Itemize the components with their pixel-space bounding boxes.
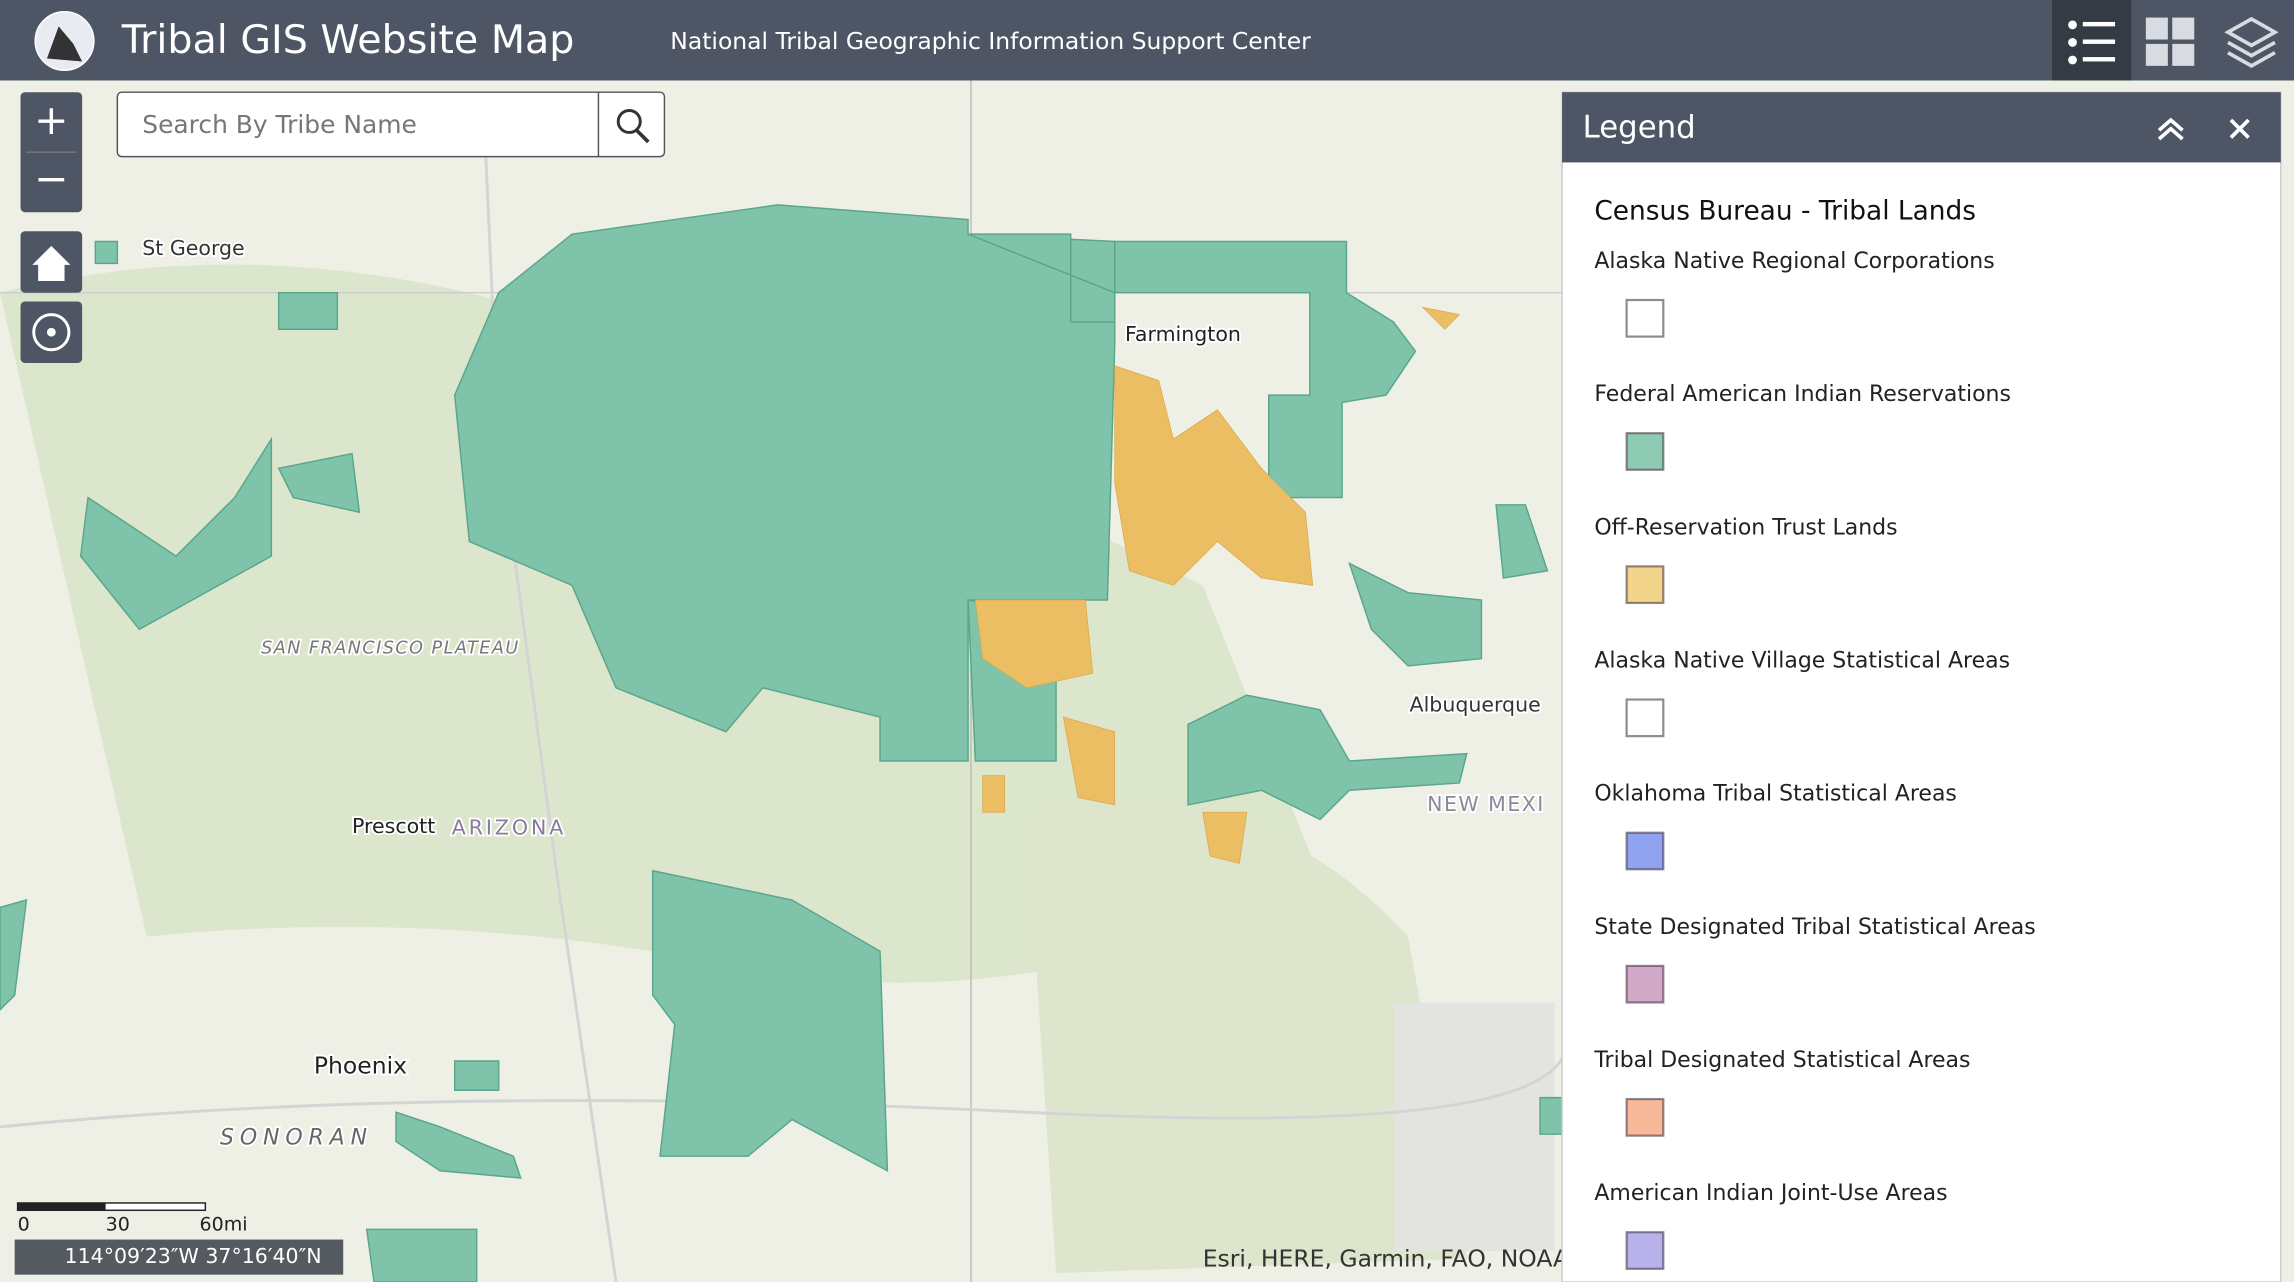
map-label: Farmington	[1125, 322, 1241, 346]
legend-swatch	[1625, 565, 1665, 605]
basemap-button[interactable]	[2145, 17, 2195, 66]
legend-title: Legend	[1583, 109, 1696, 145]
map-label: St George	[142, 236, 244, 260]
legend-button[interactable]	[2051, 0, 2132, 81]
legend-swatch	[1625, 298, 1665, 338]
scale-bar: 0 30 60mi	[16, 1202, 248, 1235]
collapse-button[interactable]	[2157, 117, 2184, 141]
coordinates-text: 114°09′23″W 37°16′40″N	[65, 1244, 322, 1268]
zoom-out[interactable]: −	[34, 155, 68, 203]
close-button[interactable]	[2229, 118, 2250, 139]
legend-swatch	[1625, 831, 1665, 871]
legend-item-label: Federal American Indian Reservations	[1594, 382, 2011, 407]
zoom-in[interactable]: +	[34, 96, 68, 144]
legend-item-label: State Designated Tribal Statistical Area…	[1594, 915, 2035, 940]
search-placeholder: Search By Tribe Name	[142, 110, 417, 139]
map-label: Prescott	[352, 814, 435, 838]
map-label: SAN FRANCISCO PLATEAU	[261, 638, 520, 658]
map-label: SONORAN	[220, 1126, 373, 1151]
legend-group: Census Bureau - Tribal Lands	[1594, 197, 1976, 227]
scale-label: 60mi	[199, 1213, 247, 1235]
app-subtitle: National Tribal Geographic Information S…	[670, 27, 1311, 55]
header: Tribal GIS Website Map National Tribal G…	[0, 0, 2294, 81]
home-button[interactable]	[20, 231, 83, 293]
scale-label: 0	[18, 1213, 30, 1235]
legend-swatch	[1625, 698, 1665, 738]
legend-item-label: Tribal Designated Statistical Areas	[1593, 1048, 1970, 1073]
zoom-control: + −	[20, 92, 83, 213]
legend-item-label: Off-Reservation Trust Lands	[1594, 515, 1897, 540]
map-label: Phoenix	[314, 1051, 407, 1079]
coordinates: 114°09′23″W 37°16′40″N	[14, 1239, 344, 1275]
legend-item-label: Alaska Native Village Statistical Areas	[1594, 649, 2010, 674]
legend-item-label: Alaska Native Regional Corporations	[1594, 249, 1994, 274]
legend-panel: Legend Census Bureau - Tribal Lands Alas…	[1561, 91, 2282, 1282]
map-label: ARIZONA	[452, 815, 567, 839]
search-box[interactable]: Search By Tribe Name	[116, 91, 666, 158]
locate-button[interactable]	[20, 301, 83, 363]
legend-item-label: American Indian Joint-Use Areas	[1594, 1181, 1947, 1206]
legend-swatch	[1625, 1097, 1665, 1137]
layers-button[interactable]	[2224, 16, 2279, 68]
legend-swatch	[1625, 432, 1665, 471]
app-title: Tribal GIS Website Map	[121, 17, 575, 63]
legend-swatch	[1625, 1231, 1665, 1270]
map-labels: St George Farmington Prescott ARIZONA Phoeni…	[140, 234, 1545, 1152]
legend-swatch	[1625, 964, 1665, 1004]
map-label: Albuquerque	[1410, 692, 1541, 716]
attribution: Esri, HERE, Garmin, FAO, NOAA	[1203, 1245, 1569, 1273]
map-label: NEW MEXI	[1427, 792, 1545, 816]
scale-label: 30	[106, 1213, 130, 1235]
legend-item-label: Oklahoma Tribal Statistical Areas	[1594, 782, 1957, 807]
